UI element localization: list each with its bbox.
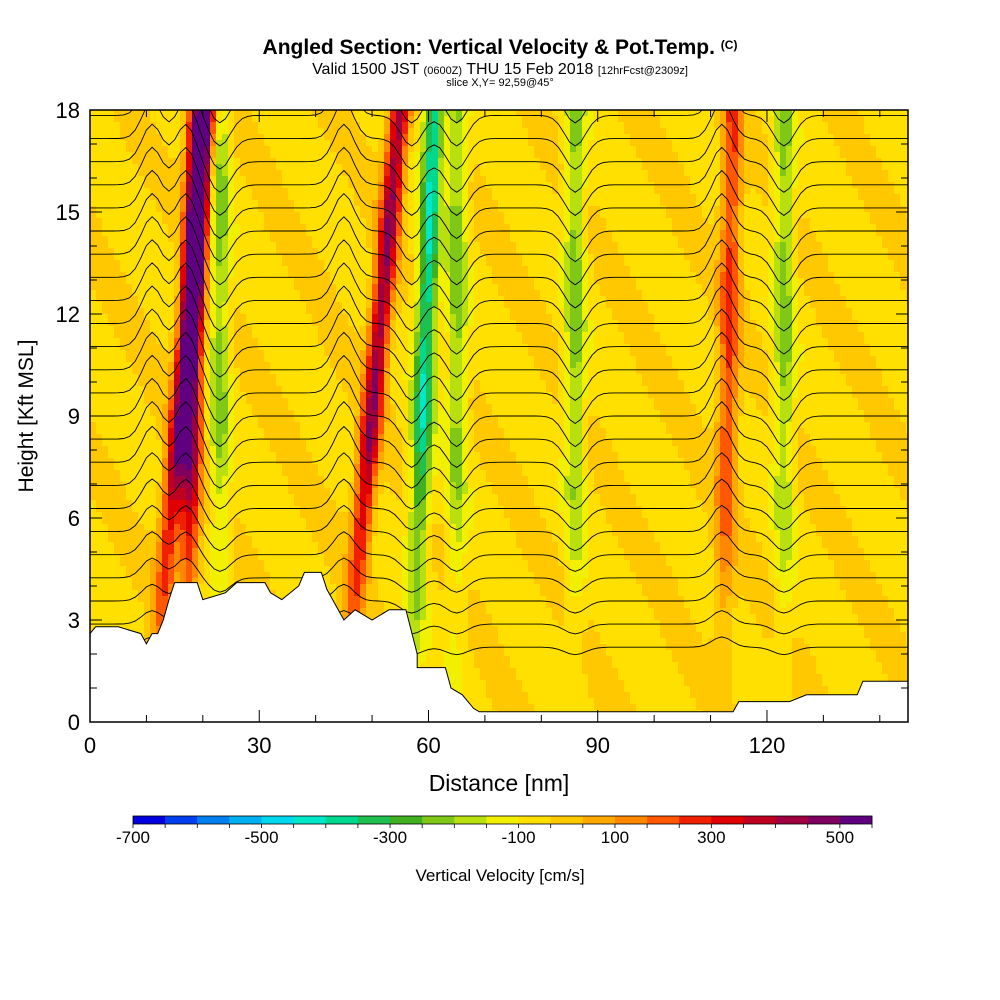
- x-axis: 0 30 60 90 120: [84, 110, 881, 758]
- colorbar-segment: [133, 816, 166, 824]
- y-axis-label: Height [Kft MSL]: [15, 340, 38, 493]
- colorbar-segment: [550, 816, 584, 824]
- isentrope-line: [209, 110, 796, 124]
- colorbar-segment: [390, 816, 423, 824]
- colorbar-segment: [582, 816, 616, 824]
- isentrope-line: [90, 308, 908, 378]
- isentrope-line: [90, 504, 908, 552]
- x-tick-label: 0: [84, 733, 96, 758]
- isentrope-line: [90, 285, 908, 355]
- slice-text: slice X,Y= 92,59@45°: [446, 77, 554, 89]
- valid-date: THU 15 Feb 2018: [466, 61, 594, 78]
- x-tick-label: 60: [416, 733, 440, 758]
- y-tick-label: 0: [68, 710, 80, 735]
- x-tick-label: 120: [749, 733, 786, 758]
- chart-title-tag: (C): [720, 38, 738, 52]
- colorbar-segment: [647, 816, 680, 824]
- valid-prefix: Valid 1500 JST: [312, 61, 420, 78]
- colorbar-segment: [454, 816, 487, 824]
- isentrope-line: [90, 239, 908, 309]
- colorbar-segment: [743, 816, 777, 824]
- y-tick-label: 12: [56, 302, 80, 327]
- colorbar-tick-label: -100: [502, 828, 536, 847]
- colorbar-segment: [775, 816, 809, 824]
- isentrope-line: [90, 557, 908, 593]
- colorbar-segment: [807, 816, 841, 824]
- chart-title: Angled Section: Vertical Velocity & Pot.…: [0, 36, 1000, 60]
- terrain: [89, 571, 909, 723]
- x-tick-label: 90: [585, 733, 609, 758]
- isentrope-line: [90, 531, 908, 572]
- colorbar-label: Vertical Velocity [cm/s]: [415, 866, 584, 885]
- colorbar-segment: [486, 816, 519, 824]
- isentrope-line: [90, 146, 908, 216]
- colorbar-segment: [325, 816, 359, 824]
- isentrope-line: [90, 110, 908, 147]
- isentrope-line: [90, 400, 908, 468]
- colorbar-segment: [614, 816, 648, 824]
- y-tick-label: 6: [68, 506, 80, 531]
- y-tick-label: 3: [68, 608, 80, 633]
- x-axis-label: Distance [nm]: [429, 770, 570, 796]
- valid-utc: (0600Z): [423, 65, 463, 77]
- colorbar: -700 -500 -300 -100 100 300 500: [116, 815, 873, 847]
- colorbar-segment: [165, 816, 198, 824]
- colorbar-segment: [839, 816, 873, 824]
- colorbar-segment: [518, 816, 552, 824]
- y-tick-label: 15: [56, 200, 80, 225]
- valid-fcst: [12hrFcst@2309z]: [597, 65, 688, 77]
- x-tick-label: 30: [247, 733, 271, 758]
- chart-valid-line: Valid 1500 JST (0600Z) THU 15 Feb 2018 […: [0, 61, 1000, 79]
- colorbar-segment: [422, 816, 455, 824]
- colorbar-segment: [357, 816, 391, 824]
- isentrope-line: [90, 32, 908, 100]
- colorbar-segment: [197, 816, 230, 824]
- isentrope-line: [90, 216, 908, 286]
- chart-title-main: Angled Section: Vertical Velocity & Pot.…: [262, 36, 715, 59]
- isentrope-line: [90, 478, 908, 531]
- colorbar-segment: [679, 816, 712, 824]
- slice-line: slice X,Y= 92,59@45°: [0, 77, 1000, 89]
- colorbar-tick-label: -500: [245, 828, 279, 847]
- isentrope-line: [90, 354, 908, 425]
- colorbar-segment: [261, 816, 295, 824]
- y-axis: 0 3 6 9 12 15 18: [56, 98, 908, 735]
- colorbar-tick-label: -300: [373, 828, 407, 847]
- isentrope-line: [90, 262, 908, 332]
- isentrope-line: [90, 192, 908, 263]
- colorbar-tick-label: -700: [116, 828, 150, 847]
- isentrope-line: [90, 377, 908, 448]
- isentrope-line: [90, 110, 908, 170]
- colorbar-tick-label: 100: [601, 828, 629, 847]
- isentrope-line: [90, 452, 908, 510]
- colorbar-tick-label: 300: [697, 828, 725, 847]
- y-tick-label: 9: [68, 404, 80, 429]
- isentrope-line: [90, 123, 908, 193]
- colorbar-segment: [293, 816, 327, 824]
- colorbar-segment: [711, 816, 744, 824]
- isentrope-line: [90, 169, 908, 240]
- isentrope-line: [90, 425, 908, 489]
- colorbar-tick-label: 500: [826, 828, 854, 847]
- y-tick-label: 18: [56, 98, 80, 123]
- isentrope-line: [90, 331, 908, 401]
- colorbar-segment: [229, 816, 262, 824]
